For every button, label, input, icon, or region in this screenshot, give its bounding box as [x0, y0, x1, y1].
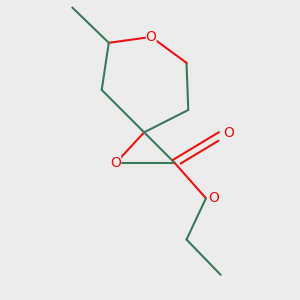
- Text: O: O: [110, 156, 121, 170]
- Text: O: O: [146, 30, 157, 44]
- Text: O: O: [223, 126, 234, 140]
- Text: O: O: [208, 191, 219, 205]
